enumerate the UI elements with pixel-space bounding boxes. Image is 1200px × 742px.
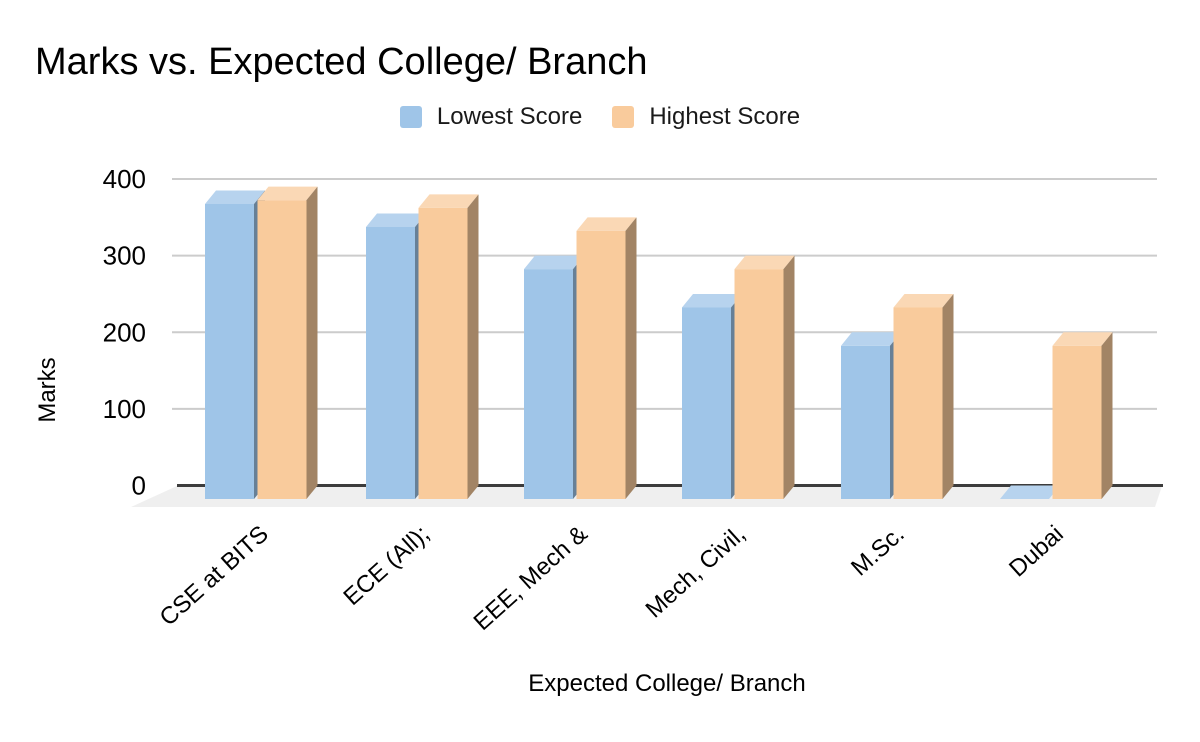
bar-top-face — [366, 213, 426, 227]
y-tick-label-0: 0 — [132, 471, 146, 501]
bar-highest-score-m-sc — [893, 293, 954, 499]
x-category-label-eee-mech: EEE, Mech & — [469, 520, 593, 636]
y-tick-label-300: 300 — [103, 241, 146, 271]
bar-highest-score-dubai — [1052, 332, 1113, 499]
bar-top-face — [205, 190, 265, 204]
bar-side-face — [942, 293, 954, 499]
bar-highest-score-ece-all — [418, 194, 479, 499]
bar-side-face — [467, 194, 479, 499]
y-tick-label-200: 200 — [103, 317, 146, 347]
bar-side-face — [625, 217, 637, 499]
bar-lowest-score-mech-civil — [682, 293, 742, 499]
y-tick-label-100: 100 — [103, 394, 146, 424]
bar-lowest-score-cse-at-bits — [205, 190, 265, 499]
x-category-label-mech-civil: Mech, Civil, — [641, 520, 751, 623]
bar-front-face — [366, 226, 415, 499]
bar-side-face — [1101, 332, 1113, 499]
x-category-label-m-sc: M.Sc. — [846, 520, 910, 581]
x-category-label-cse-at-bits: CSE at BITS — [155, 520, 274, 631]
bar-top-face — [418, 194, 479, 208]
bar-top-face — [841, 332, 901, 346]
bar-front-face — [418, 207, 468, 499]
bar-front-face — [576, 230, 626, 499]
bar-lowest-score-ece-all — [366, 213, 426, 499]
bar-top-face — [734, 255, 795, 270]
bar-front-face — [524, 269, 573, 499]
legend-swatch-lowest — [399, 106, 422, 128]
bar-lowest-score-dubai — [1000, 485, 1060, 499]
legend-swatch-highest — [612, 106, 635, 128]
bar-top-face — [524, 255, 584, 270]
bar-top-face — [1000, 485, 1060, 499]
bar-side-face — [306, 186, 318, 499]
bar-lowest-score-eee-mech — [524, 255, 584, 499]
legend-item-highest: Highest Score — [612, 103, 800, 131]
y-tick-label-400: 400 — [103, 164, 146, 194]
legend-label-lowest: Lowest Score — [436, 103, 583, 130]
x-category-label-ece-all: ECE (All); — [338, 520, 434, 611]
bar-top-face — [576, 217, 637, 231]
bar-highest-score-mech-civil — [734, 255, 795, 499]
bar-front-face — [257, 200, 307, 499]
legend-label-highest: Highest Score — [649, 103, 801, 130]
legend: Lowest Score Highest Score — [0, 103, 1200, 131]
bar-front-face — [1052, 345, 1102, 499]
bar-top-face — [682, 293, 742, 308]
bar-highest-score-eee-mech — [576, 217, 637, 499]
bar-front-face — [841, 345, 890, 499]
bar-front-face — [893, 307, 943, 499]
bar-top-face — [1052, 332, 1113, 346]
legend-item-lowest: Lowest Score — [399, 103, 583, 131]
x-category-label-dubai: Dubai — [1004, 520, 1069, 582]
bar-lowest-score-m-sc — [841, 332, 901, 499]
bar-highest-score-cse-at-bits — [257, 186, 318, 499]
bar-top-face — [257, 186, 318, 201]
bar-front-face — [682, 307, 731, 499]
bar-top-face — [893, 293, 954, 308]
bar-side-face — [783, 255, 795, 499]
bar-front-face — [205, 203, 254, 499]
x-axis-title: Expected College/ Branch — [528, 670, 806, 697]
bar-front-face — [734, 269, 784, 499]
chart-title: Marks vs. Expected College/ Branch — [35, 41, 648, 83]
